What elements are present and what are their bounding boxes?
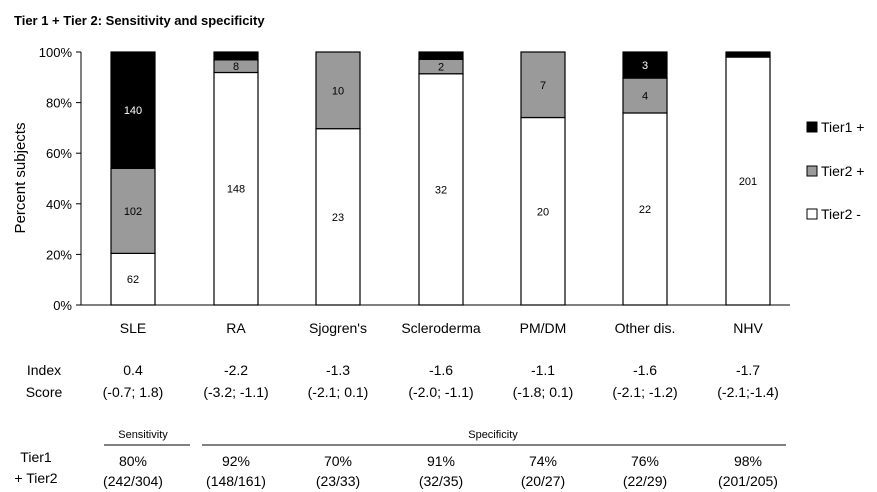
- bar-value-label: 32: [435, 184, 447, 196]
- y-tick-label: 60%: [46, 146, 72, 161]
- bar-segment: [622, 77, 668, 114]
- index-score-value: 0.4: [123, 362, 143, 378]
- index-score-range: (-2.1; -1.2): [612, 384, 677, 400]
- y-tick-label: 40%: [46, 197, 72, 212]
- tier-percent: 91%: [427, 453, 455, 469]
- bar-value-label: 10: [332, 85, 344, 97]
- tier-label-line1: Tier1: [20, 449, 52, 465]
- index-score-value: -1.6: [429, 362, 453, 378]
- tier-label-line2: + Tier2: [14, 470, 57, 486]
- bar-segment: [315, 51, 361, 130]
- index-score-range: (-2.0; -1.1): [408, 384, 473, 400]
- legend-label: Tier2 -: [821, 206, 861, 222]
- bar-value-label: 20: [537, 206, 549, 218]
- tier-fraction: (22/29): [623, 473, 667, 489]
- bar-value-label: 140: [124, 105, 142, 117]
- tier-percent: 92%: [222, 453, 250, 469]
- sensitivity-header: Sensitivity: [118, 429, 168, 441]
- tier-percent: 98%: [734, 453, 762, 469]
- bar-segment: [418, 51, 464, 60]
- bar-segment: [520, 51, 566, 119]
- y-tick-label: 80%: [46, 96, 72, 111]
- tier-fraction: (148/161): [206, 473, 266, 489]
- legend-label: Tier2 +: [821, 163, 864, 179]
- tier-percent: 74%: [529, 453, 557, 469]
- bar-value-label: 22: [639, 204, 651, 216]
- tier-percent: 70%: [324, 453, 352, 469]
- bar-value-label: 201: [739, 176, 757, 188]
- index-score-value: -1.3: [326, 362, 350, 378]
- bar-value-label: 102: [124, 206, 142, 218]
- bar-value-label: 62: [127, 274, 139, 286]
- category-label: NHV: [733, 320, 763, 336]
- bar-value-label: 8: [233, 61, 239, 73]
- index-label-line1: Index: [27, 362, 61, 378]
- bar-segment: [110, 51, 156, 169]
- bar-value-label: 23: [332, 212, 344, 224]
- category-label: SLE: [120, 320, 146, 336]
- y-tick-label: 0%: [53, 298, 72, 313]
- tier-fraction: (242/304): [103, 473, 163, 489]
- index-label-line2: Score: [26, 384, 63, 400]
- bar-value-label: 148: [227, 184, 245, 196]
- index-score-range: (-1.8; 0.1): [513, 384, 574, 400]
- index-score-row: 0.4 (-0.7; 1.8) -2.2 (-3.2; -1.1) -1.3 (-2.1;…: [103, 362, 779, 400]
- category-label: RA: [226, 320, 246, 336]
- category-label: Scleroderma: [401, 320, 481, 336]
- index-score-value: -1.1: [531, 362, 555, 378]
- tier-fraction: (20/27): [521, 473, 565, 489]
- specificity-header: Specificity: [468, 429, 518, 441]
- category-label: Other dis.: [615, 320, 676, 336]
- index-score-value: -1.7: [736, 362, 760, 378]
- bar-segment: [725, 51, 771, 57]
- y-tick-label: 20%: [46, 247, 72, 262]
- tier-percent: 80%: [119, 453, 147, 469]
- bar-segment: [520, 116, 566, 306]
- bar-segment: [110, 167, 156, 254]
- index-score-value: -1.6: [633, 362, 657, 378]
- bar-value-label: 3: [642, 60, 648, 72]
- tier-fraction: (201/205): [718, 473, 778, 489]
- tier-table-row: 80% (242/304) 92% (148/161) 70% (23/33) 91% (32…: [103, 453, 778, 489]
- y-axis-label: Percent subjects: [12, 123, 29, 234]
- y-tick-label: 100%: [39, 45, 73, 60]
- index-score-range: (-2.1; 0.1): [308, 384, 369, 400]
- bars: 62 102 140 148 8 23 10 32 2 20 7 22 4 3 201 3: [110, 51, 779, 306]
- index-score-range: (-3.2; -1.1): [203, 384, 268, 400]
- category-label: PM/DM: [520, 320, 567, 336]
- category-labels: SLE RA Sjogren's Scleroderma PM/DM Other dis.…: [120, 320, 764, 336]
- legend: Tier1 + Tier2 + Tier2 -: [806, 119, 864, 222]
- legend-swatch: [806, 121, 818, 133]
- index-score-range: (-2.1;-1.4): [717, 384, 778, 400]
- tier-fraction: (32/35): [419, 473, 463, 489]
- bar-value-label: 2: [438, 62, 444, 74]
- category-label: Sjogren's: [309, 320, 367, 336]
- bar-value-label: 7: [540, 80, 546, 92]
- tier-fraction: (23/33): [316, 473, 360, 489]
- bar-segment: [213, 51, 259, 61]
- bar-value-label: 4: [642, 91, 648, 103]
- bar-segment: [622, 112, 668, 306]
- index-score-range: (-0.7; 1.8): [103, 384, 164, 400]
- chart-title: Tier 1 + Tier 2: Sensitivity and specifi…: [14, 13, 265, 28]
- legend-swatch: [806, 165, 818, 177]
- bar-segment: [622, 51, 668, 79]
- index-score-value: -2.2: [224, 362, 248, 378]
- legend-label: Tier1 +: [821, 119, 864, 135]
- legend-swatch: [806, 208, 818, 220]
- y-axis-ticks: 0% 20% 40% 60% 80% 100%: [39, 45, 81, 313]
- tier-percent: 76%: [631, 453, 659, 469]
- bar-value-label: 3: [773, 51, 779, 63]
